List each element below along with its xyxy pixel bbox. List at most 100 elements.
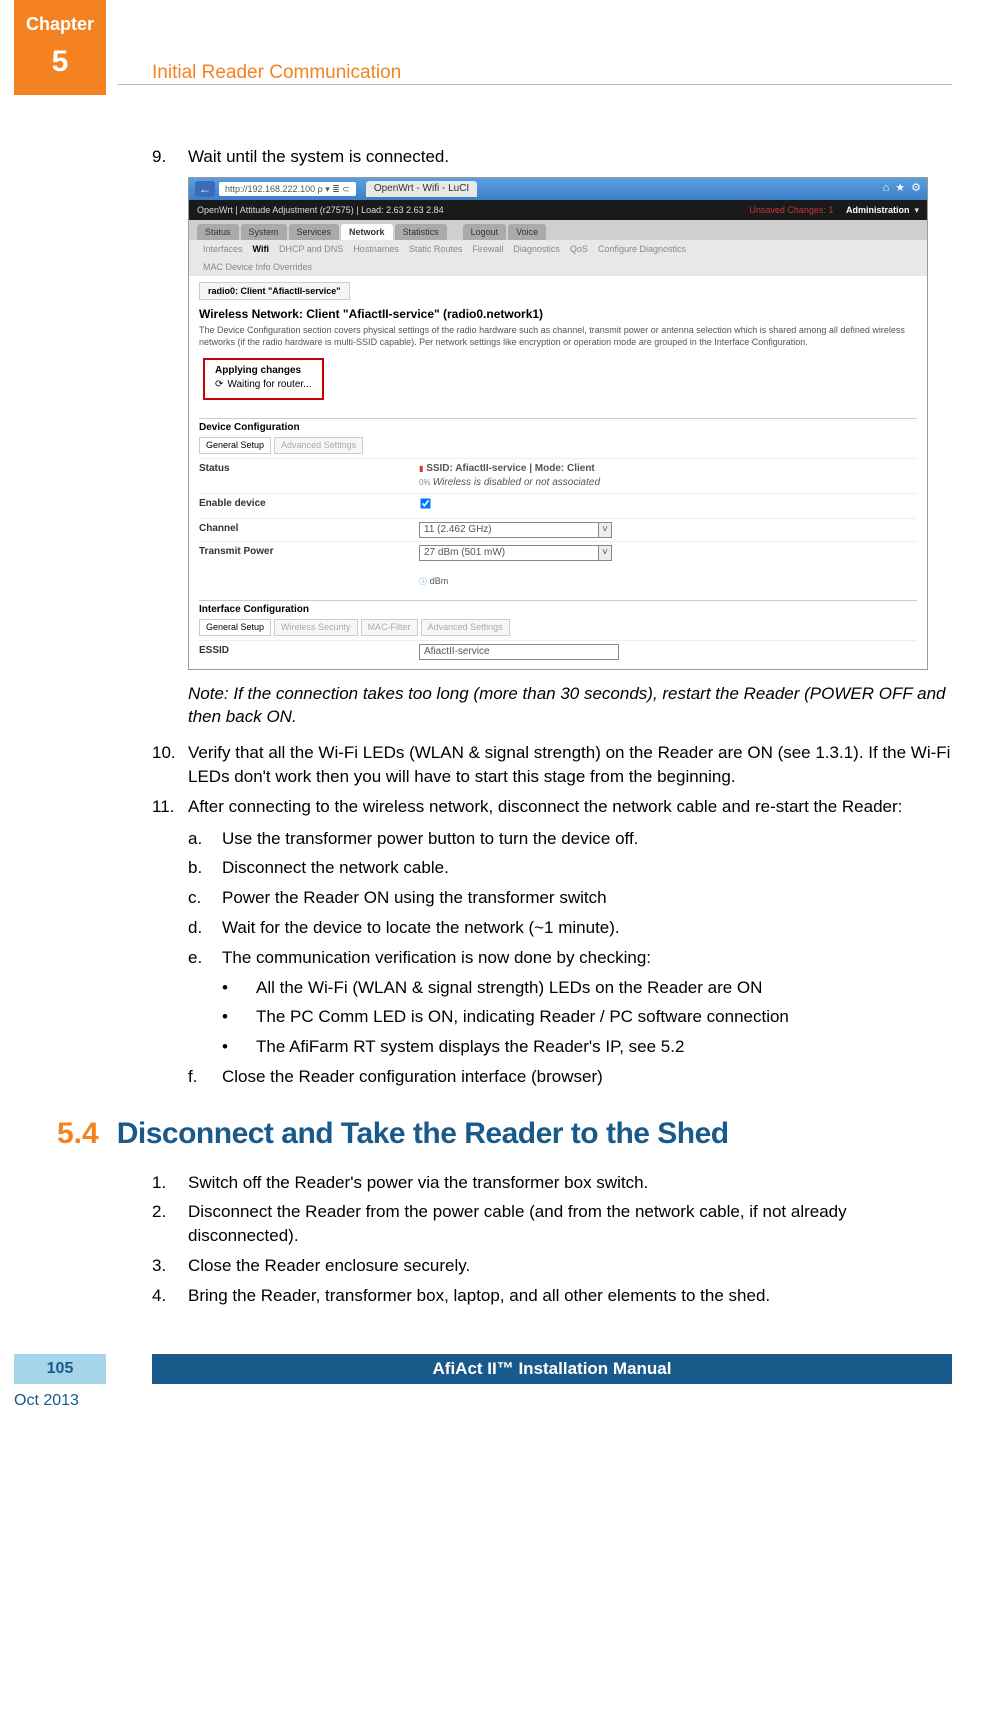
main-tabs: Status System Services Network Statistic… <box>189 220 927 241</box>
step-text: Close the Reader enclosure securely. <box>188 1254 952 1278</box>
status-sub: Wireless is disabled or not associated <box>433 477 600 488</box>
tx-power-label: Transmit Power <box>199 545 419 589</box>
sub-letter: b. <box>188 856 222 880</box>
mac-line[interactable]: MAC Device Info Overrides <box>189 259 927 276</box>
back-icon[interactable]: ← <box>195 181 215 197</box>
wireless-network-desc: The Device Configuration section covers … <box>199 325 917 348</box>
signal-icon: ▮ <box>419 464 423 473</box>
tab-network[interactable]: Network <box>341 224 393 241</box>
browser-bar: ← http://192.168.222.100 ρ ▾ ≣ ⊂ OpenWrt… <box>189 178 927 200</box>
gear-icon[interactable]: ⚙ <box>911 181 921 196</box>
note: Note: If the connection takes too long (… <box>188 682 952 730</box>
page-number: 105 <box>14 1354 106 1384</box>
step-number: 11. <box>152 795 188 1095</box>
header-rule <box>118 84 952 85</box>
tab-voice[interactable]: Voice <box>508 224 546 241</box>
iface-conf-title: Interface Configuration <box>199 603 917 617</box>
sub-text: Wait for the device to locate the networ… <box>222 916 952 940</box>
tx-power-select[interactable]: 27 dBm (501 mW) <box>419 545 599 561</box>
sub-letter: f. <box>188 1065 222 1089</box>
subtab-iface-general[interactable]: General Setup <box>199 619 271 636</box>
tab-logout[interactable]: Logout <box>463 224 507 241</box>
chapter-label: Chapter <box>14 12 106 37</box>
luci-topbar: OpenWrt | Attitude Adjustment (r27575) |… <box>189 200 927 220</box>
sub-letter: d. <box>188 916 222 940</box>
page-footer: 105 AfiAct II™ Installation Manual Oct 2… <box>0 1354 1008 1424</box>
home-icon[interactable]: ⌂ <box>883 181 890 196</box>
bullet-text: The AfiFarm RT system displays the Reade… <box>256 1035 684 1059</box>
sub-text: The communication verification is now do… <box>222 946 952 970</box>
sub-text: Close the Reader configuration interface… <box>222 1065 952 1089</box>
subtab-iface-advanced[interactable]: Advanced Settings <box>421 619 510 636</box>
sub-text: Use the transformer power button to turn… <box>222 827 952 851</box>
subtab-wireless-security[interactable]: Wireless Security <box>274 619 358 636</box>
subtab-firewall[interactable]: Firewall <box>472 243 503 256</box>
page-header: Chapter 5 Initial Reader Communication <box>0 0 1008 95</box>
sub-text: Disconnect the network cable. <box>222 856 952 880</box>
sub-tabs: Interfaces Wifi DHCP and DNS Hostnames S… <box>189 240 927 259</box>
bullet-text: The PC Comm LED is ON, indicating Reader… <box>256 1005 789 1029</box>
tab-system[interactable]: System <box>241 224 287 241</box>
star-icon[interactable]: ★ <box>895 181 905 196</box>
manual-title: AfiAct II™ Installation Manual <box>152 1354 952 1384</box>
bullet-text: All the Wi-Fi (WLAN & signal strength) L… <box>256 976 762 1000</box>
browser-tab[interactable]: OpenWrt - Wifi - LuCI <box>366 181 477 197</box>
luci-title: OpenWrt | Attitude Adjustment (r27575) |… <box>197 204 444 217</box>
subtab-hostnames[interactable]: Hostnames <box>353 243 399 256</box>
enable-checkbox[interactable] <box>420 498 430 508</box>
subtab-interfaces[interactable]: Interfaces <box>203 243 243 256</box>
subtab-mac-filter[interactable]: MAC-Filter <box>361 619 418 636</box>
section-number: 5.4 <box>57 1113 99 1155</box>
subtab-dhcp[interactable]: DHCP and DNS <box>279 243 343 256</box>
step-number: 4. <box>152 1284 188 1308</box>
step-10: 10. Verify that all the Wi-Fi LEDs (WLAN… <box>152 741 952 789</box>
essid-input[interactable]: AfiactII-service <box>419 644 619 660</box>
step-text: Bring the Reader, transformer box, lapto… <box>188 1284 952 1308</box>
sub-letter: a. <box>188 827 222 851</box>
radio-tab[interactable]: radio0: Client "AfiactII-service" <box>199 282 350 301</box>
step-text: Wait until the system is connected. <box>188 145 952 169</box>
channel-label: Channel <box>199 522 419 538</box>
chevron-down-icon[interactable]: ˅ <box>599 545 612 561</box>
step-11-text: After connecting to the wireless network… <box>188 797 902 816</box>
step-number: 3. <box>152 1254 188 1278</box>
chapter-badge: Chapter 5 <box>14 0 106 95</box>
subtab-qos[interactable]: QoS <box>570 243 588 256</box>
subtab-general[interactable]: General Setup <box>199 437 271 454</box>
step-number: 1. <box>152 1171 188 1195</box>
tab-status[interactable]: Status <box>197 224 239 241</box>
wireless-network-title: Wireless Network: Client "AfiactII-servi… <box>199 306 917 323</box>
section-name: Initial Reader Communication <box>152 60 401 87</box>
enable-label: Enable device <box>199 497 419 515</box>
applying-title: Applying changes <box>215 364 312 378</box>
subtab-wifi[interactable]: Wifi <box>253 243 269 256</box>
interface-configuration: Interface Configuration General Setup Wi… <box>199 600 917 663</box>
step-text: After connecting to the wireless network… <box>188 795 952 1095</box>
status-value: SSID: AfiactII-service | Mode: Client <box>426 463 595 474</box>
step-11: 11. After connecting to the wireless net… <box>152 795 952 1095</box>
step-text: Disconnect the Reader from the power cab… <box>188 1200 952 1248</box>
info-icon: ⓘ <box>419 577 427 586</box>
channel-select[interactable]: 11 (2.462 GHz) <box>419 522 599 538</box>
subtab-static-routes[interactable]: Static Routes <box>409 243 463 256</box>
tab-statistics[interactable]: Statistics <box>395 224 447 241</box>
subtab-advanced[interactable]: Advanced Settings <box>274 437 363 454</box>
waiting-text: Waiting for router... <box>215 378 312 392</box>
address-bar[interactable]: http://192.168.222.100 ρ ▾ ≣ ⊂ <box>219 182 356 197</box>
tab-services[interactable]: Services <box>289 224 340 241</box>
section-5-4-heading: 5.4 Disconnect and Take the Reader to th… <box>57 1113 952 1155</box>
dev-conf-title: Device Configuration <box>199 421 917 435</box>
close-icon[interactable]: × <box>485 182 491 196</box>
status-label: Status <box>199 462 419 490</box>
device-configuration: Device Configuration General Setup Advan… <box>199 418 917 592</box>
chevron-down-icon[interactable]: ˅ <box>599 522 612 538</box>
unsaved-changes[interactable]: Unsaved Changes: 1 <box>749 205 833 215</box>
page-content: 9. Wait until the system is connected. ←… <box>0 95 1008 1324</box>
footer-date: Oct 2013 <box>14 1390 79 1412</box>
subtab-diagnostics[interactable]: Diagnostics <box>513 243 560 256</box>
admin-link[interactable]: Administration <box>846 205 910 215</box>
subtab-conf-diag[interactable]: Configure Diagnostics <box>598 243 686 256</box>
sub-letter: e. <box>188 946 222 970</box>
section-title: Disconnect and Take the Reader to the Sh… <box>117 1113 729 1155</box>
white-area: radio0: Client "AfiactII-service" Wirele… <box>189 276 927 669</box>
